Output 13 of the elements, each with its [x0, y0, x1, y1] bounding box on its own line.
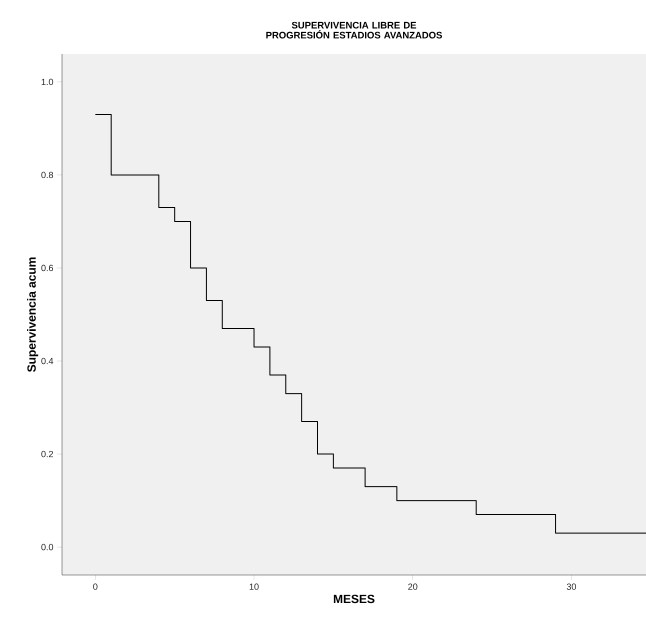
x-tick-label: 0	[93, 584, 98, 590]
y-tick-label: 0.8	[41, 172, 54, 178]
y-axis-title: Supervivencia acum	[27, 257, 38, 372]
y-tick-label: 0.0	[41, 544, 54, 550]
x-tick-label: 10	[250, 584, 259, 590]
x-tick-label: 20	[408, 584, 418, 590]
chart-title: SUPERVIVENCIA LIBRE DE PROGRESIÓN ESTADIOS AVANZADOS	[266, 22, 442, 38]
y-tick-label: 1.0	[42, 78, 54, 86]
x-tick-label: 30	[566, 584, 576, 590]
x-axis-title: MESES	[334, 594, 374, 604]
y-tick-label: 0.4	[41, 358, 54, 364]
y-tick-label: 0.2	[41, 450, 54, 458]
y-tick-label: 0.6	[41, 264, 54, 272]
